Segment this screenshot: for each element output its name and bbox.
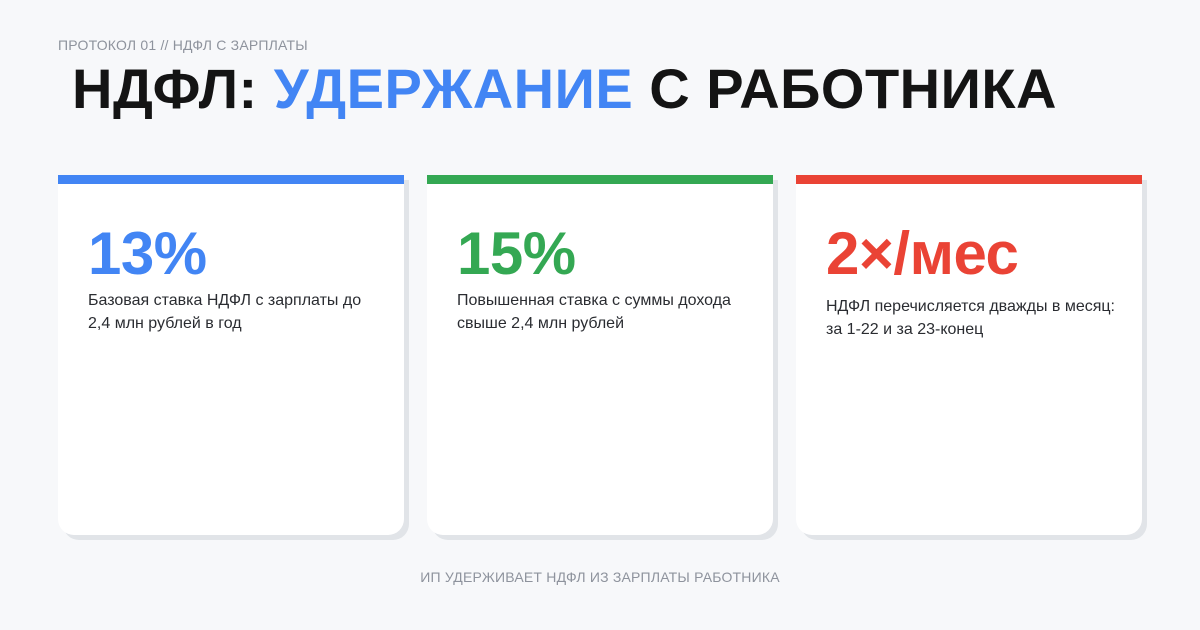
- card-description: Базовая ставка НДФЛ с зарплаты до 2,4 мл…: [88, 292, 362, 332]
- footer-note: ИП УДЕРЖИВАЕТ НДФЛ ИЗ ЗАРПЛАТЫ РАБОТНИКА: [420, 569, 780, 585]
- card-accent-bar: [58, 175, 404, 184]
- card-accent-bar: [796, 175, 1142, 184]
- card-value: 13%: [88, 220, 207, 287]
- title-accent: УДЕРЖАНИЕ: [273, 57, 634, 120]
- card-value: 2×/мес: [826, 220, 1019, 287]
- card-description: НДФЛ перечисляется дважды в месяц: за 1-…: [826, 298, 1115, 338]
- card-description: Повышенная ставка с суммы дохода свыше 2…: [457, 292, 731, 332]
- card-base-rate: 13% Базовая ставка НДФЛ с зарплаты до 2,…: [58, 175, 404, 535]
- card-accent-bar: [427, 175, 773, 184]
- kicker-label: ПРОТОКОЛ 01 // НДФЛ С ЗАРПЛАТЫ: [58, 37, 308, 53]
- card-payment-frequency: 2×/мес НДФЛ перечисляется дважды в месяц…: [796, 175, 1142, 535]
- page-title: НДФЛ: УДЕРЖАНИЕ С РАБОТНИКА: [72, 55, 1057, 123]
- title-suffix: С РАБОТНИКА: [649, 57, 1057, 120]
- stats-cards: 13% Базовая ставка НДФЛ с зарплаты до 2,…: [58, 175, 1142, 535]
- title-prefix: НДФЛ:: [72, 57, 258, 120]
- card-increased-rate: 15% Повышенная ставка с суммы дохода свы…: [427, 175, 773, 535]
- card-value: 15%: [457, 220, 576, 287]
